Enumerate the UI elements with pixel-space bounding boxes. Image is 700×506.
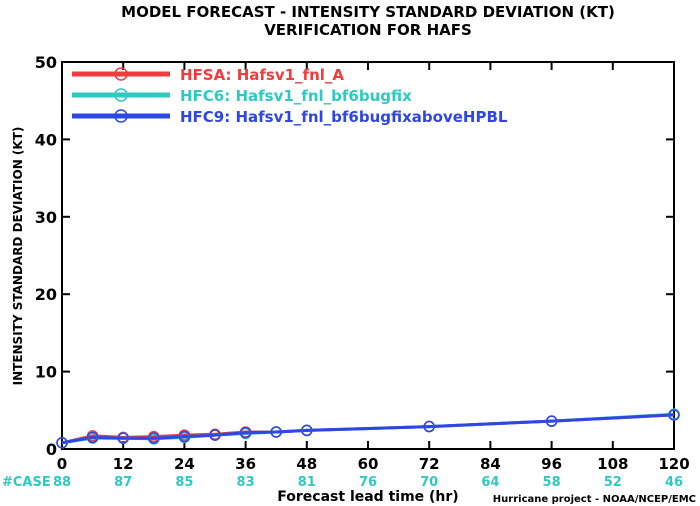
y-tick-label: 20 [35, 285, 57, 304]
credit-text: Hurricane project - NOAA/NCEP/EMC [493, 494, 696, 505]
x-tick-label: 24 [174, 455, 195, 473]
legend-marker [114, 88, 128, 102]
case-count: 76 [359, 475, 377, 490]
data-point [56, 437, 68, 449]
y-tick-label: 40 [35, 130, 57, 149]
case-count: 87 [114, 475, 132, 490]
x-tick-label: 120 [658, 455, 689, 473]
x-tick-label: 0 [57, 455, 67, 473]
legend-marker [114, 109, 128, 123]
case-counts: #CASE 88 87 85 83 81 76 70 64 58 52 46 [2, 475, 683, 490]
data-point [178, 430, 191, 443]
data-point [545, 415, 558, 427]
legend: HFSA: Hafsv1_fnl_A HFC6: Hafsv1_fnl_bf6bu… [72, 66, 508, 126]
chart-title: MODEL FORECAST - INTENSITY STANDARD DEVI… [121, 3, 615, 21]
data-point [148, 432, 160, 444]
x-tick-label: 12 [113, 455, 134, 473]
y-axis-label: INTENSITY STANDARD DEVIATION (KT) [11, 127, 25, 386]
x-tick-label: 48 [296, 455, 317, 473]
series-layer [56, 408, 680, 449]
data-point [86, 431, 99, 444]
x-tick-label: 84 [480, 455, 501, 473]
case-count: 85 [175, 475, 193, 490]
case-count: 64 [481, 475, 499, 490]
x-tick-label: 108 [597, 455, 628, 473]
y-tick-label: 0 [46, 440, 57, 459]
case-count: 52 [604, 475, 622, 490]
case-count: 58 [543, 475, 561, 490]
legend-marker [114, 67, 128, 81]
case-count: 81 [298, 475, 316, 490]
x-tick-label: 36 [235, 455, 256, 473]
case-count: 70 [420, 475, 438, 490]
legend-label: HFC9: Hafsv1_fnl_bf6bugfixaboveHPBL [180, 108, 508, 126]
y-tick-label: 10 [35, 363, 57, 382]
data-point [239, 426, 252, 439]
x-tick-label: 60 [358, 455, 379, 473]
case-count: 83 [237, 475, 255, 490]
chart-subtitle: VERIFICATION FOR HAFS [264, 21, 472, 39]
y-tick-label: 30 [35, 208, 57, 227]
legend-label: HFSA: Hafsv1_fnl_A [180, 66, 344, 84]
case-label: #CASE [2, 475, 51, 490]
data-point [209, 429, 221, 441]
data-point [668, 409, 680, 421]
case-count: 88 [53, 475, 71, 490]
x-axis-label: Forecast lead time (hr) [277, 489, 458, 505]
data-point [301, 424, 313, 437]
y-axis: 0 10 20 30 40 50 [35, 53, 674, 459]
case-count: 46 [665, 475, 683, 490]
data-point [117, 432, 129, 444]
data-point [423, 420, 435, 433]
x-tick-label: 72 [419, 455, 440, 473]
y-tick-label: 50 [35, 53, 57, 72]
data-point [270, 426, 282, 438]
x-tick-label: 96 [541, 455, 562, 473]
series-line [61, 413, 675, 445]
legend-label: HFC6: Hafsv1_fnl_bf6bugfix [180, 87, 412, 105]
